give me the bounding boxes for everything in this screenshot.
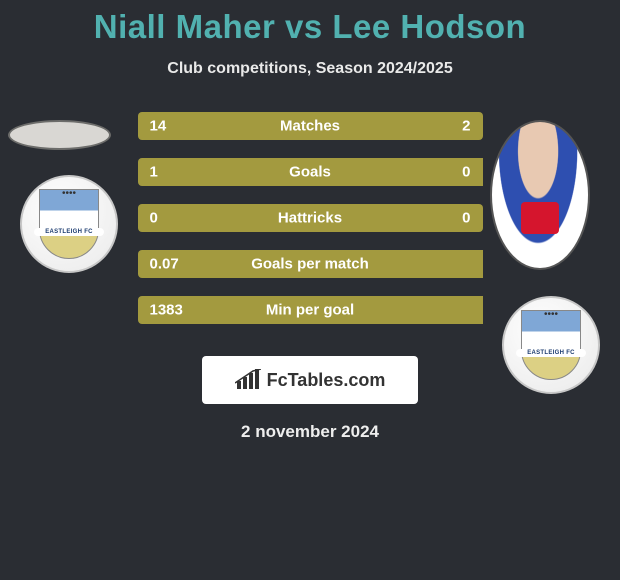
stat-value-left: 1383 xyxy=(150,302,183,319)
stat-value-right: 2 xyxy=(462,118,470,135)
chart-icon xyxy=(235,369,261,391)
stat-value-left: 0.07 xyxy=(150,256,179,273)
stat-value-right: 0 xyxy=(462,210,470,227)
stat-bar-left xyxy=(138,112,440,140)
brand-box[interactable]: FcTables.com xyxy=(202,356,418,404)
stat-bar-left xyxy=(138,204,311,232)
stat-value-left: 1 xyxy=(150,164,158,181)
stat-bar-right xyxy=(310,204,483,232)
stat-row: 1383Min per goal xyxy=(138,296,483,324)
stat-bar-left xyxy=(138,296,483,324)
stat-bar-right xyxy=(439,112,482,140)
stat-row: 00Hattricks xyxy=(138,204,483,232)
stat-row: 10Goals xyxy=(138,158,483,186)
brand-text: FcTables.com xyxy=(267,370,386,391)
date-text: 2 november 2024 xyxy=(0,422,620,442)
stats-list: 142Matches10Goals00Hattricks0.07Goals pe… xyxy=(138,112,483,324)
crest-label: EASTLEIGH FC xyxy=(516,349,586,357)
subtitle: Club competitions, Season 2024/2025 xyxy=(0,60,620,78)
stat-bar-left xyxy=(138,158,483,186)
stat-value-left: 14 xyxy=(150,118,167,135)
stat-bar-left xyxy=(138,250,483,278)
stat-row: 142Matches xyxy=(138,112,483,140)
stat-row: 0.07Goals per match xyxy=(138,250,483,278)
page-title: Niall Maher vs Lee Hodson xyxy=(0,0,620,46)
stats-container: 142Matches10Goals00Hattricks0.07Goals pe… xyxy=(0,112,620,324)
stat-value-left: 0 xyxy=(150,210,158,227)
stat-value-right: 0 xyxy=(462,164,470,181)
